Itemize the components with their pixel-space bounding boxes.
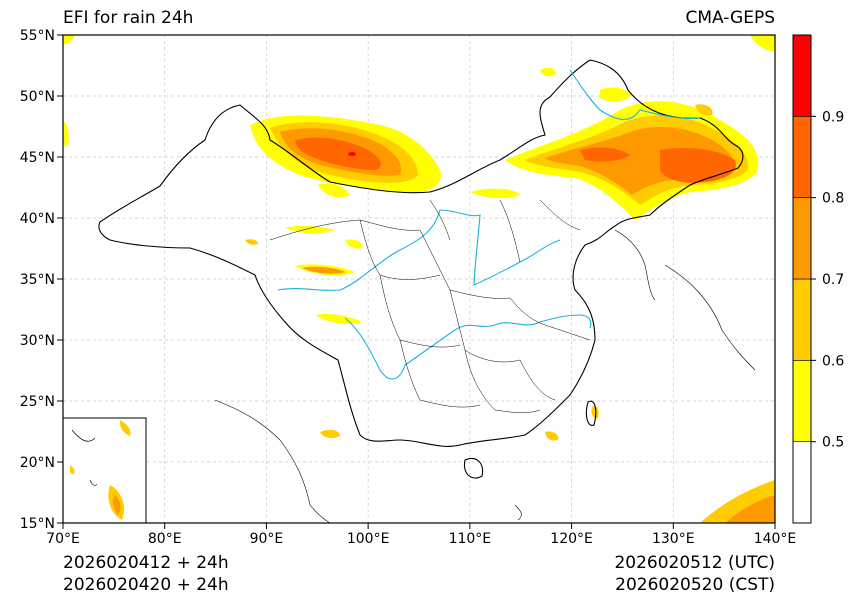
colorbar-tick-label: 0.9 (822, 109, 844, 125)
lon-tick-label: 120°E (550, 531, 593, 547)
lat-tick-label: 55°N (20, 28, 55, 44)
colorbar-segment (792, 360, 812, 442)
init-time-cst: 2026020420 + 24h (63, 575, 229, 595)
colorbar-segment (792, 197, 812, 280)
colorbar-tick-label: 0.7 (822, 272, 844, 288)
colorbar-tick-label: 0.5 (822, 435, 844, 451)
lat-tick-label: 15°N (20, 516, 55, 532)
colorbar: 0.5 0.6 0.7 0.8 0.9 (792, 34, 844, 524)
coastlines (214, 229, 756, 523)
china-border (98, 59, 744, 479)
axis-ticks: 70°E 80°E 90°E 100°E 110°E 120°E 130°E 140°E 15°… (20, 28, 797, 547)
map-title: EFI for rain 24h (63, 8, 194, 28)
model-name: CMA-GEPS (685, 8, 775, 28)
south-china-sea-inset (62, 417, 147, 524)
lat-tick-label: 30°N (20, 333, 55, 349)
valid-time-utc: 2026020512 (UTC) (614, 553, 775, 573)
lon-tick-label: 140°E (754, 531, 797, 547)
lon-tick-label: 100°E (347, 531, 390, 547)
colorbar-segment (792, 34, 812, 117)
lat-tick-label: 20°N (20, 455, 55, 471)
init-time-utc: 2026020412 + 24h (63, 553, 229, 573)
lat-tick-label: 50°N (20, 89, 55, 105)
efi-shading (63, 35, 775, 523)
lat-tick-label: 45°N (20, 150, 55, 166)
rivers (277, 69, 701, 380)
colorbar-segment (792, 441, 812, 524)
lat-tick-label: 35°N (20, 272, 55, 288)
lat-tick-label: 40°N (20, 211, 55, 227)
province-borders (269, 199, 591, 413)
lon-tick-label: 130°E (652, 531, 695, 547)
colorbar-segment (792, 116, 812, 198)
lon-tick-label: 110°E (449, 531, 492, 547)
colorbar-tick-label: 0.8 (822, 191, 844, 207)
valid-time-cst: 2026020520 (CST) (615, 575, 775, 595)
lat-tick-label: 25°N (20, 394, 55, 410)
colorbar-tick-label: 0.6 (822, 353, 844, 369)
lon-tick-label: 70°E (46, 531, 80, 547)
lon-tick-label: 90°E (250, 531, 284, 547)
lon-tick-label: 80°E (148, 531, 182, 547)
colorbar-segment (792, 278, 812, 361)
